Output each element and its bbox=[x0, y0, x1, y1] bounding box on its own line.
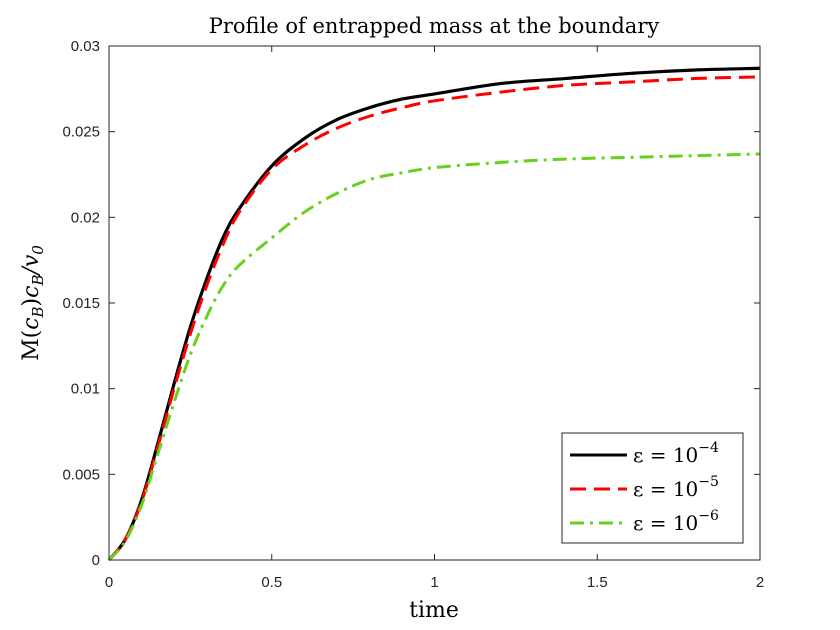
y-axis: 0 0.005 0.01 0.015 0.02 0.025 0.03 bbox=[62, 38, 760, 569]
x-tick-label: 0 bbox=[105, 574, 113, 591]
series-line-3 bbox=[107, 152, 761, 562]
x-tick-label: 1 bbox=[430, 574, 438, 591]
y-tick-label: 0.03 bbox=[71, 38, 100, 55]
legend-label-2: ε = 10−5 bbox=[633, 474, 719, 501]
y-tick-label: 0.005 bbox=[62, 466, 100, 483]
y-axis-label: M(cB)cB/v0 bbox=[19, 245, 47, 361]
legend-box bbox=[561, 432, 744, 544]
y-tick-label: 0.015 bbox=[62, 295, 100, 312]
legend: ε = 10−4 ε = 10−5 ε = 10−6 bbox=[561, 432, 744, 544]
x-tick-label: 0.5 bbox=[261, 574, 282, 591]
y-tick-label: 0.02 bbox=[71, 209, 100, 226]
x-axis-label: time bbox=[409, 598, 459, 623]
series-line-2 bbox=[107, 75, 761, 561]
chart-title: Profile of entrapped mass at the boundar… bbox=[209, 14, 660, 38]
x-tick-label: 1.5 bbox=[587, 574, 608, 591]
x-axis: 0 0.5 1 1.5 2 bbox=[105, 46, 764, 591]
y-tick-label: 0.025 bbox=[62, 124, 100, 141]
legend-label-3: ε = 10−6 bbox=[633, 508, 719, 535]
legend-label-1: ε = 10−4 bbox=[633, 440, 719, 467]
series-layer bbox=[107, 66, 761, 562]
series-line-1 bbox=[107, 66, 761, 562]
y-tick-label: 0 bbox=[92, 552, 100, 569]
x-tick-label: 2 bbox=[756, 574, 764, 591]
y-tick-label: 0.01 bbox=[71, 381, 100, 398]
